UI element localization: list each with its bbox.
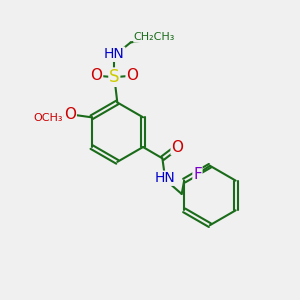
Text: CH₂CH₃: CH₂CH₃ (134, 32, 175, 42)
Text: F: F (193, 167, 202, 182)
Text: HN: HN (104, 47, 125, 61)
Text: O: O (91, 68, 103, 83)
Text: O: O (126, 68, 138, 83)
Text: O: O (64, 107, 76, 122)
Text: S: S (109, 68, 120, 86)
Text: HN: HN (155, 171, 176, 185)
Text: O: O (171, 140, 183, 154)
Text: OCH₃: OCH₃ (34, 113, 63, 123)
